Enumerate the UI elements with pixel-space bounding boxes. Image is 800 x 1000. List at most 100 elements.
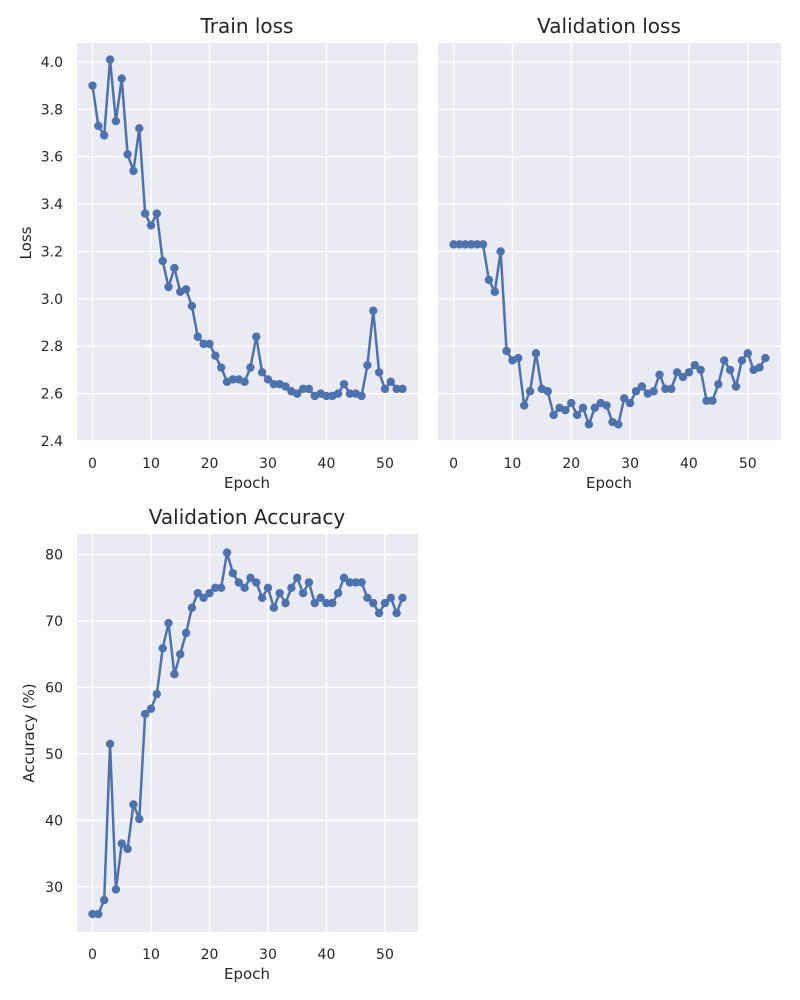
validation-accuracy-point	[316, 593, 325, 602]
validation-loss-point	[690, 360, 700, 370]
validation-accuracy-x-axis-label: Epoch	[224, 965, 270, 983]
train-loss-point	[357, 391, 366, 401]
validation-loss-point	[578, 403, 588, 413]
validation-accuracy-x-tick-label: 10	[142, 947, 160, 963]
train-loss-point	[298, 384, 308, 394]
validation-loss-point	[684, 368, 694, 377]
train-loss-y-tick-label: 3.2	[41, 244, 63, 260]
train-loss-point	[252, 332, 261, 341]
validation-loss-point	[455, 240, 464, 249]
validation-loss-point	[461, 240, 470, 249]
validation-loss-point	[620, 394, 629, 403]
train-loss-point	[398, 384, 407, 394]
train-loss-point	[281, 382, 290, 391]
validation-loss-point	[667, 384, 676, 394]
validation-accuracy-point	[398, 593, 407, 602]
train-loss-grid	[77, 43, 418, 442]
train-loss-point	[392, 384, 401, 394]
validation-loss-point	[696, 365, 705, 375]
validation-loss-point	[484, 275, 494, 285]
train-loss-y-ticks: 2.4 2.6 2.8 3.0 3.2 3.4 3.6 3.8 4.0	[41, 55, 63, 450]
validation-loss-point	[649, 387, 658, 396]
train-loss-y-axis-label: Loss	[17, 226, 35, 259]
validation-loss-point	[531, 349, 541, 358]
validation-loss-x-tick-label: 20	[562, 456, 580, 472]
validation-loss-point	[737, 356, 747, 365]
train-loss-point	[152, 209, 162, 218]
train-loss-y-tick-label: 2.4	[41, 434, 63, 450]
validation-accuracy-series	[88, 548, 407, 919]
train-loss-y-tick-label: 4.0	[41, 55, 63, 71]
validation-accuracy-point	[146, 704, 156, 713]
validation-accuracy-point	[117, 839, 126, 848]
validation-accuracy-point	[257, 593, 267, 602]
validation-loss-point	[514, 353, 523, 363]
train-loss-point	[146, 221, 156, 230]
validation-accuracy-point	[100, 895, 109, 905]
train-loss-point	[339, 379, 349, 389]
validation-accuracy-x-tick-label: 40	[318, 947, 336, 963]
train-loss-point	[129, 166, 138, 176]
train-loss-point	[363, 360, 372, 370]
validation-accuracy-point	[94, 909, 103, 919]
validation-loss-point	[502, 346, 511, 356]
train-loss-point	[94, 121, 103, 131]
validation-accuracy-point	[328, 598, 337, 608]
validation-loss-point	[490, 287, 499, 296]
validation-loss-point	[519, 401, 529, 410]
train-loss-point	[111, 116, 121, 126]
validation-accuracy-y-tick-label: 80	[45, 548, 63, 564]
validation-loss-point	[625, 398, 635, 408]
validation-accuracy-point	[152, 689, 162, 699]
train-loss-point	[246, 363, 255, 372]
train-loss-point	[158, 256, 167, 266]
train-loss-point	[140, 209, 150, 218]
validation-accuracy-point	[380, 598, 390, 608]
train-loss-point	[269, 379, 279, 389]
validation-loss-series	[449, 240, 770, 429]
train-loss-point	[105, 55, 115, 64]
train-loss-y-tick-label: 3.0	[41, 292, 63, 308]
train-loss-point	[304, 384, 314, 394]
validation-accuracy-point	[176, 650, 185, 659]
validation-accuracy-point	[240, 583, 249, 593]
validation-accuracy-point	[105, 739, 115, 749]
validation-loss-point	[543, 387, 552, 396]
validation-accuracy-point	[216, 583, 226, 593]
train-loss-point	[216, 363, 226, 372]
validation-accuracy-point	[88, 909, 97, 919]
validation-loss-point	[661, 384, 670, 394]
validation-loss-point	[678, 372, 688, 382]
validation-accuracy-y-axis-label: Accuracy (%)	[20, 683, 38, 782]
validation-accuracy-y-tick-label: 40	[45, 813, 63, 829]
validation-accuracy-point	[392, 608, 401, 618]
validation-loss-point	[549, 410, 558, 420]
train-loss-x-tick-label: 20	[201, 456, 219, 472]
train-loss-point	[181, 285, 191, 294]
train-loss-x-tick-label: 0	[88, 456, 97, 472]
train-loss-series	[88, 55, 407, 401]
train-loss-point	[228, 375, 238, 384]
validation-loss-point	[472, 240, 482, 249]
validation-accuracy-point	[228, 569, 238, 578]
validation-loss-point	[725, 365, 735, 375]
train-loss-y-tick-label: 2.6	[41, 387, 63, 403]
validation-accuracy-point	[170, 670, 179, 679]
validation-accuracy-y-ticks: 30 40 50 60 70 80	[45, 548, 63, 896]
train-loss-point	[333, 389, 343, 398]
validation-loss-point	[567, 398, 576, 408]
validation-accuracy-x-tick-label: 30	[259, 947, 277, 963]
train-loss-x-tick-label: 40	[318, 456, 336, 472]
train-loss-point	[187, 301, 197, 311]
validation-accuracy-point	[158, 644, 167, 653]
validation-loss-point	[672, 368, 682, 377]
validation-accuracy-panel: 0 10 20 30 40 50 30 40 50 60 70 80 Validation Accu…	[20, 505, 418, 983]
validation-accuracy-point	[310, 598, 319, 608]
validation-accuracy-point	[164, 618, 173, 628]
train-loss-x-tick-label: 50	[376, 456, 394, 472]
validation-loss-point	[702, 396, 711, 405]
train-loss-point	[380, 384, 390, 394]
validation-accuracy-point	[140, 709, 150, 719]
validation-accuracy-point	[363, 593, 372, 602]
validation-loss-point	[602, 401, 611, 410]
